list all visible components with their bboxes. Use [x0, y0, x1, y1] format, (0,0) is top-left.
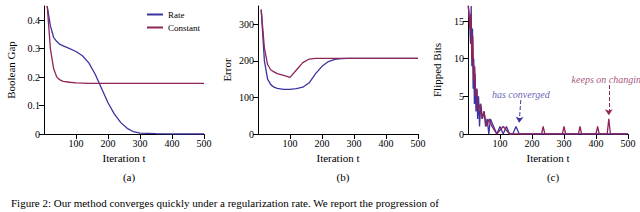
svg-text:0.3: 0.3 [28, 43, 41, 54]
svg-text:Iteration t: Iteration t [526, 152, 569, 164]
svg-text:Iteration t: Iteration t [102, 152, 145, 164]
svg-text:Boolean Gap: Boolean Gap [5, 41, 17, 99]
svg-text:Iteration t: Iteration t [316, 152, 359, 164]
svg-text:(a): (a) [123, 171, 136, 184]
svg-text:Constant: Constant [168, 23, 201, 33]
svg-text:0: 0 [459, 129, 464, 140]
svg-text:0: 0 [249, 129, 254, 140]
svg-text:0.1: 0.1 [28, 100, 41, 111]
svg-text:has converged: has converged [492, 89, 551, 100]
svg-text:100: 100 [283, 138, 298, 149]
svg-text:500: 500 [621, 138, 636, 149]
svg-text:400: 400 [165, 138, 180, 149]
svg-text:15: 15 [454, 16, 464, 27]
svg-text:300: 300 [557, 138, 572, 149]
svg-text:500: 500 [411, 138, 426, 149]
svg-text:0.4: 0.4 [28, 15, 41, 26]
svg-text:400: 400 [379, 138, 394, 149]
svg-text:200: 200 [315, 138, 330, 149]
svg-text:(c): (c) [547, 171, 560, 184]
svg-text:5: 5 [459, 91, 464, 102]
svg-text:0: 0 [35, 129, 40, 140]
svg-text:Rate: Rate [168, 10, 185, 20]
svg-text:300: 300 [347, 138, 362, 149]
svg-text:10: 10 [454, 53, 464, 64]
svg-text:200: 200 [525, 138, 540, 149]
svg-text:400: 400 [589, 138, 604, 149]
svg-text:keeps on changing: keeps on changing [572, 74, 640, 85]
svg-text:300: 300 [133, 138, 148, 149]
svg-text:100: 100 [239, 92, 254, 103]
svg-text:Figure 2: Our method converges: Figure 2: Our method converges quickly u… [11, 197, 439, 209]
svg-text:200: 200 [239, 55, 254, 66]
svg-text:100: 100 [493, 138, 508, 149]
svg-text:100: 100 [69, 138, 84, 149]
svg-text:0.2: 0.2 [28, 72, 41, 83]
svg-text:500: 500 [197, 138, 212, 149]
svg-text:Error: Error [221, 58, 233, 82]
svg-text:200: 200 [101, 138, 116, 149]
svg-text:Flipped Bits: Flipped Bits [431, 43, 443, 97]
svg-text:300: 300 [239, 19, 254, 30]
svg-text:(b): (b) [337, 171, 350, 184]
